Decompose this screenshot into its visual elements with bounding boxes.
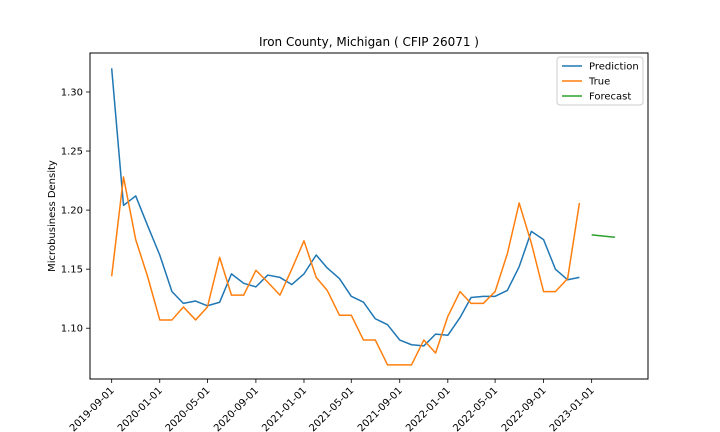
- series-line-true: [110, 176, 581, 366]
- x-tick-label: 2021-09-01: [356, 385, 405, 432]
- x-tick-label: 2020-01-01: [116, 385, 165, 432]
- series-line-prediction: [110, 68, 580, 347]
- legend-label: True: [588, 77, 610, 88]
- plot-frame: [89, 52, 649, 380]
- x-tick-label: 2020-09-01: [212, 385, 261, 432]
- legend-box: [556, 56, 644, 106]
- x-tick-label: 2022-05-01: [451, 385, 500, 432]
- plot-area: 1.10 1.15 1.20 1.25 1.30 2019-09-01 2020-01-01…: [61, 68, 615, 432]
- y-tick-label: 1.25: [61, 147, 83, 158]
- legend-label: Prediction: [589, 62, 639, 73]
- series-line-forecast: [591, 234, 615, 239]
- x-tick-label: 2021-01-01: [260, 385, 309, 432]
- y-axis-label: Microbusiness Density: [47, 160, 58, 272]
- y-tick-label: 1.15: [61, 265, 83, 276]
- x-tick-label: 2023-01-01: [548, 385, 597, 432]
- x-tick-label: 2022-01-01: [404, 385, 453, 432]
- x-tick-label: 2022-09-01: [500, 385, 549, 432]
- x-tick-label: 2021-05-01: [308, 385, 357, 432]
- y-tick-label: 1.30: [61, 87, 83, 98]
- y-tick-label: 1.20: [61, 206, 83, 217]
- legend: Prediction True Forecast: [556, 56, 644, 106]
- x-tick-label: 2020-05-01: [164, 385, 213, 432]
- x-tick-label: 2019-09-01: [68, 385, 117, 432]
- y-tick-label: 1.10: [61, 324, 83, 335]
- chart-title: Iron County, Michigan ( CFIP 26071 ): [259, 35, 479, 49]
- legend-label: Forecast: [589, 92, 631, 103]
